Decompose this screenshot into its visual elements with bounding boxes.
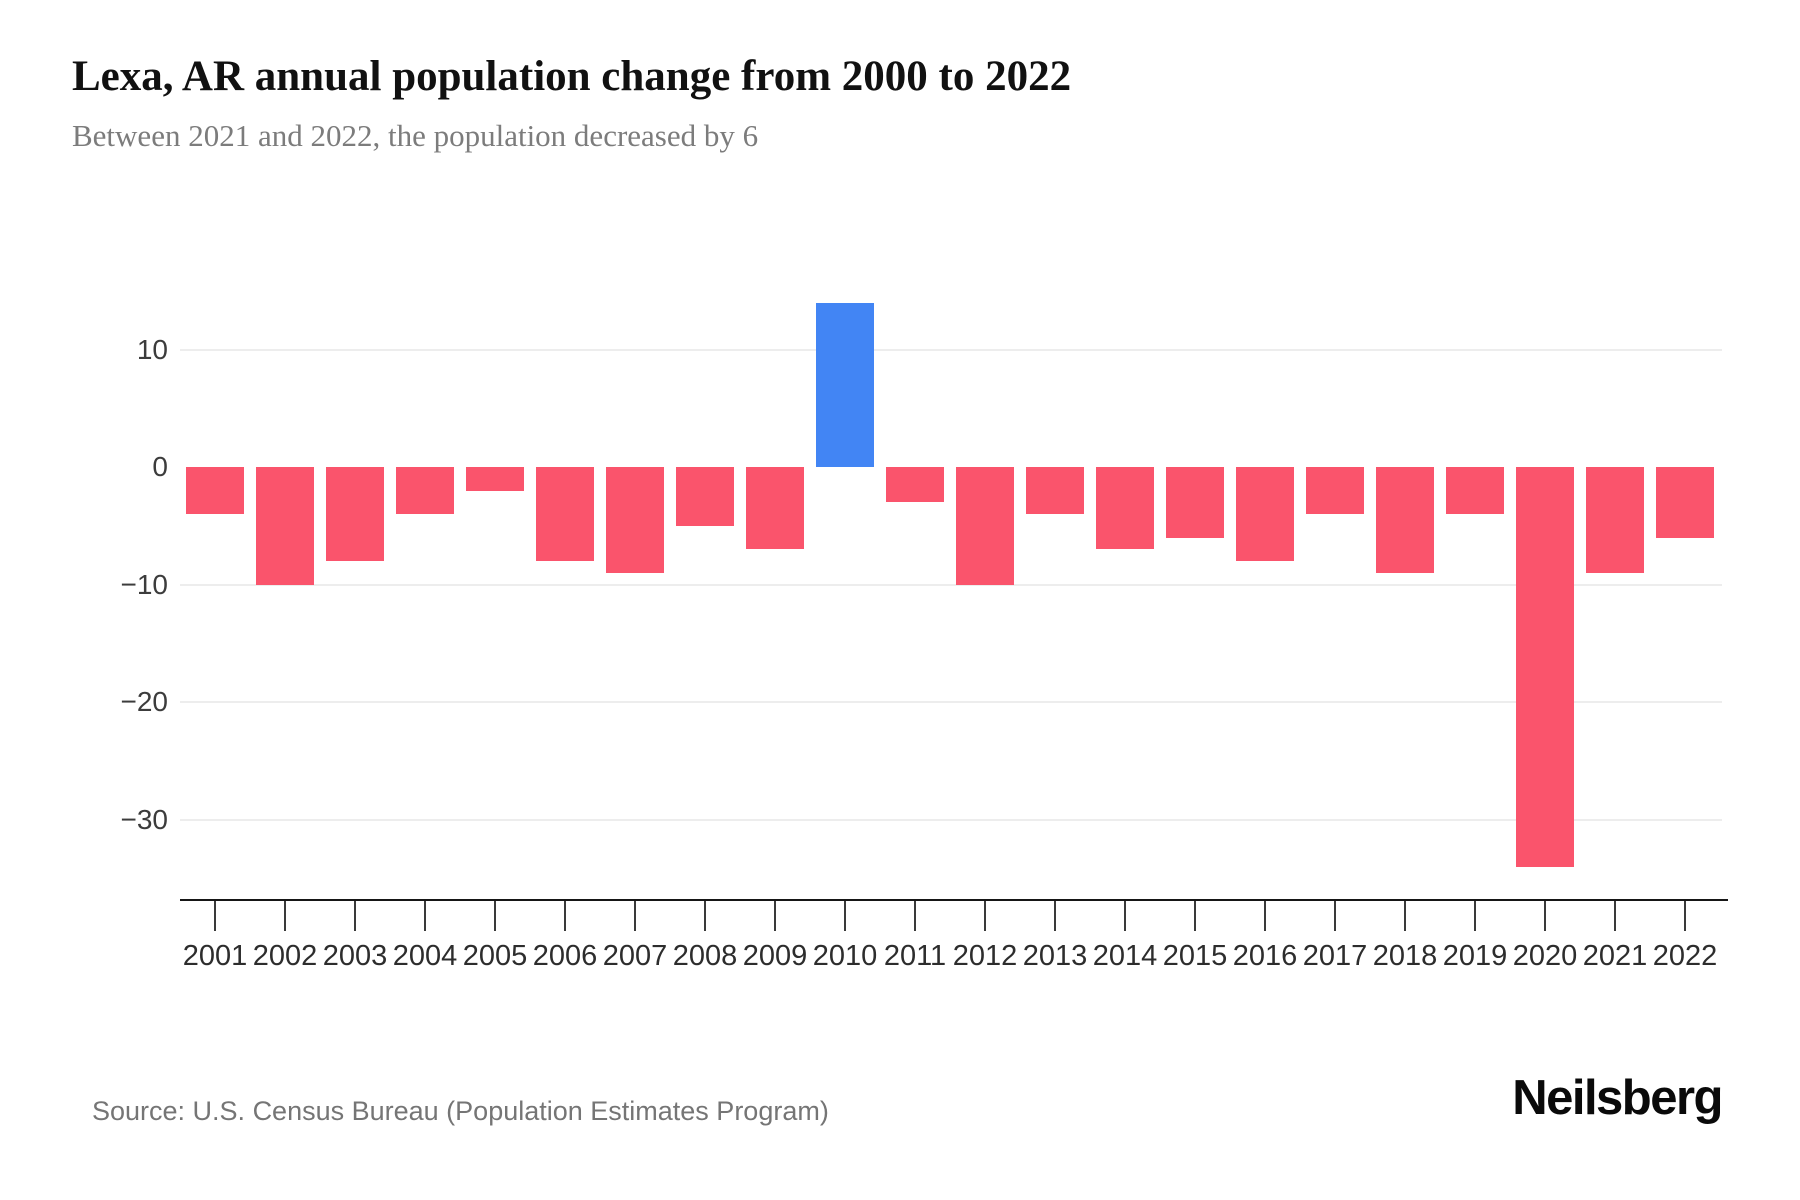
- x-tick-2005: [494, 901, 496, 931]
- gridline-y--10: [180, 583, 1722, 586]
- x-tick-2002: [284, 901, 286, 931]
- x-tick-2004: [424, 901, 426, 931]
- x-tick-2007: [634, 901, 636, 931]
- x-tick-label-2002: 2002: [252, 940, 318, 972]
- bar-2020[interactable]: [1516, 467, 1574, 867]
- x-tick-2015: [1194, 901, 1196, 931]
- x-tick-2016: [1264, 901, 1266, 931]
- x-tick-2017: [1334, 901, 1336, 931]
- x-tick-2012: [984, 901, 986, 931]
- bar-2012[interactable]: [956, 467, 1014, 585]
- bar-2003[interactable]: [326, 467, 384, 561]
- bar-2011[interactable]: [886, 467, 944, 503]
- x-tick-label-2021: 2021: [1582, 940, 1648, 972]
- bar-2013[interactable]: [1026, 467, 1084, 514]
- x-tick-label-2016: 2016: [1232, 940, 1298, 972]
- x-tick-label-2013: 2013: [1022, 940, 1088, 972]
- bar-2021[interactable]: [1586, 467, 1644, 573]
- x-tick-label-2001: 2001: [182, 940, 248, 972]
- x-tick-label-2007: 2007: [602, 940, 668, 972]
- bar-2008[interactable]: [676, 467, 734, 526]
- y-tick-label--10: −10: [120, 568, 169, 600]
- bar-2015[interactable]: [1166, 467, 1224, 538]
- x-tick-label-2019: 2019: [1442, 940, 1508, 972]
- x-tick-2020: [1544, 901, 1546, 931]
- bar-2022[interactable]: [1656, 467, 1714, 538]
- bar-2017[interactable]: [1306, 467, 1364, 514]
- bar-2009[interactable]: [746, 467, 804, 550]
- bar-2018[interactable]: [1376, 467, 1434, 573]
- x-tick-label-2022: 2022: [1652, 940, 1718, 972]
- bar-2019[interactable]: [1446, 467, 1504, 514]
- x-tick-label-2018: 2018: [1372, 940, 1438, 972]
- x-tick-label-2008: 2008: [672, 940, 738, 972]
- gridline-y--20: [180, 701, 1722, 703]
- x-tick-label-2004: 2004: [392, 940, 458, 972]
- gridline-y-10: [180, 348, 1722, 351]
- x-tick-2009: [774, 901, 776, 931]
- x-tick-2003: [354, 901, 356, 931]
- y-tick-label-0: 0: [152, 451, 168, 482]
- chart-subtitle: Between 2021 and 2022, the population de…: [72, 118, 759, 153]
- y-tick-label--20: −20: [120, 686, 169, 717]
- bar-2002[interactable]: [256, 467, 314, 585]
- brand-logo: Neilsberg: [1512, 1071, 1723, 1125]
- x-tick-label-2010: 2010: [812, 940, 878, 972]
- x-tick-2021: [1614, 901, 1616, 931]
- gridline-y--30: [180, 818, 1722, 821]
- x-tick-2013: [1054, 901, 1056, 931]
- x-tick-label-2017: 2017: [1302, 940, 1368, 972]
- x-tick-2019: [1474, 901, 1476, 931]
- chart-title: Lexa, AR annual population change from 2…: [72, 53, 1072, 100]
- bar-2004[interactable]: [396, 467, 454, 514]
- x-tick-2010: [844, 901, 846, 931]
- x-tick-label-2015: 2015: [1162, 940, 1228, 972]
- source-note: Source: U.S. Census Bureau (Population E…: [92, 1096, 829, 1126]
- x-tick-label-2011: 2011: [883, 940, 947, 972]
- bar-2014[interactable]: [1096, 467, 1154, 550]
- x-axis-line: [180, 899, 1728, 901]
- x-tick-2006: [564, 901, 566, 931]
- x-tick-2008: [704, 901, 706, 931]
- y-tick-label--30: −30: [120, 803, 169, 835]
- x-tick-label-2005: 2005: [462, 940, 528, 972]
- x-tick-2022: [1684, 901, 1686, 931]
- x-tick-2011: [914, 901, 916, 931]
- x-tick-2014: [1124, 901, 1126, 931]
- x-tick-label-2009: 2009: [742, 940, 808, 972]
- bar-2010[interactable]: [816, 302, 874, 467]
- y-tick-label-10: 10: [136, 333, 168, 365]
- bar-2006[interactable]: [536, 467, 594, 561]
- bar-2005[interactable]: [466, 467, 524, 491]
- x-tick-label-2006: 2006: [532, 940, 598, 972]
- x-tick-label-2020: 2020: [1512, 940, 1578, 972]
- bar-2007[interactable]: [606, 467, 664, 573]
- x-tick-2018: [1404, 901, 1406, 931]
- bar-2001[interactable]: [186, 467, 244, 514]
- x-tick-label-2003: 2003: [322, 940, 388, 972]
- bar-2016[interactable]: [1236, 467, 1294, 561]
- x-tick-2001: [214, 901, 216, 931]
- x-tick-label-2012: 2012: [952, 940, 1018, 972]
- x-tick-label-2014: 2014: [1092, 940, 1158, 972]
